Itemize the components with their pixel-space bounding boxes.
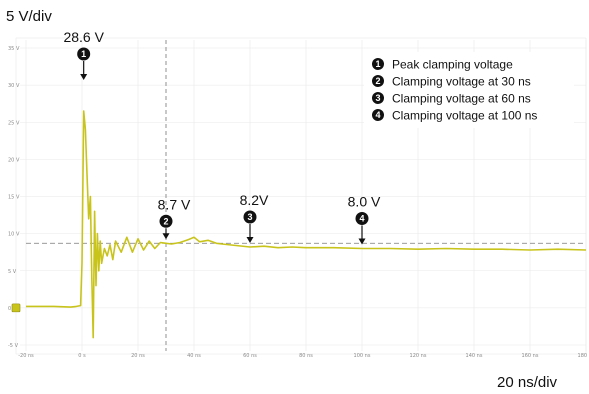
annotation-marker-circle — [159, 214, 173, 228]
legend-marker-number: 4 — [375, 110, 380, 120]
legend-marker-number: 3 — [375, 93, 380, 103]
x-tick-label: 140 ns — [466, 353, 483, 359]
legend-marker-circle — [372, 58, 384, 70]
annotation-arrow-head — [246, 236, 254, 243]
legend-entry-label: Peak clamping voltage — [392, 58, 513, 72]
legend-entry-label: Clamping voltage at 30 ns — [392, 75, 531, 89]
annotation-value-label: 28.6 V — [63, 29, 104, 45]
y-tick-label: 20 V — [8, 157, 20, 163]
ground-reference-marker — [11, 303, 21, 313]
x-tick-label: 160 ns — [522, 353, 539, 359]
legend-marker-circle — [372, 92, 384, 104]
x-tick-label: 80 ns — [299, 353, 313, 359]
time-per-div-label: 20 ns/div — [497, 374, 558, 391]
legend-marker-circle — [372, 109, 384, 121]
grid — [20, 40, 587, 351]
x-tick-label: -20 ns — [18, 353, 34, 359]
y-tick-label: 30 V — [8, 83, 20, 89]
annotation-marker-number: 1 — [81, 49, 86, 59]
annotation-value-label: 8.2V — [240, 192, 269, 208]
legend-marker-number: 2 — [375, 76, 380, 86]
x-tick-label: 60 ns — [243, 353, 257, 359]
legend-entry-label: Clamping voltage at 60 ns — [392, 92, 531, 106]
annotation-marker-circle — [77, 47, 91, 61]
annotation-arrow-head — [162, 233, 170, 240]
y-tick-label: -5 V — [8, 343, 19, 349]
x-tick-labels: -20 ns 0 s 20 ns 40 ns 60 ns 80 ns 100 ns 120 n… — [18, 353, 589, 359]
y-tick-label: 10 V — [8, 232, 20, 238]
legend-marker-number: 1 — [375, 59, 380, 69]
annotation-value-label: 8.7 V — [158, 196, 191, 212]
annotation-marker-number: 3 — [247, 212, 252, 222]
annotation-marker-circle — [355, 211, 369, 225]
x-tick-label: 120 ns — [410, 353, 427, 359]
x-tick-label: 40 ns — [187, 353, 201, 359]
x-tick-label: 0 s — [78, 353, 86, 359]
legend: 1 Peak clamping voltage 2 Clamping voltage … — [364, 52, 574, 128]
y-tick-label: 35 V — [8, 46, 20, 52]
y-tick-label: 25 V — [8, 120, 20, 126]
voltage-trace — [26, 110, 587, 339]
legend-box — [364, 52, 574, 128]
volts-per-div-label: 5 V/div — [6, 8, 52, 25]
legend-entry-label: Clamping voltage at 100 ns — [392, 109, 537, 123]
y-tick-label: 5 V — [8, 269, 17, 275]
ground-marker-box — [11, 303, 21, 313]
annotation-marker-circle — [243, 210, 257, 224]
y-tick-label: 15 V — [8, 195, 20, 201]
x-tick-label: 180 ns — [578, 353, 589, 359]
x-tick-label: 20 ns — [131, 353, 145, 359]
annotation-marker-number: 4 — [359, 214, 364, 224]
legend-marker-circle — [372, 75, 384, 87]
annotation-arrow-head — [358, 238, 366, 245]
annotations: 28.6 V 1 8.7 V 2 8.2V 3 8.0 V 4 — [63, 29, 381, 245]
annotation-marker-number: 2 — [163, 216, 168, 226]
annotation-value-label: 8.0 V — [348, 193, 381, 209]
x-tick-label: 100 ns — [354, 353, 371, 359]
annotation-arrow-head — [80, 74, 88, 80]
